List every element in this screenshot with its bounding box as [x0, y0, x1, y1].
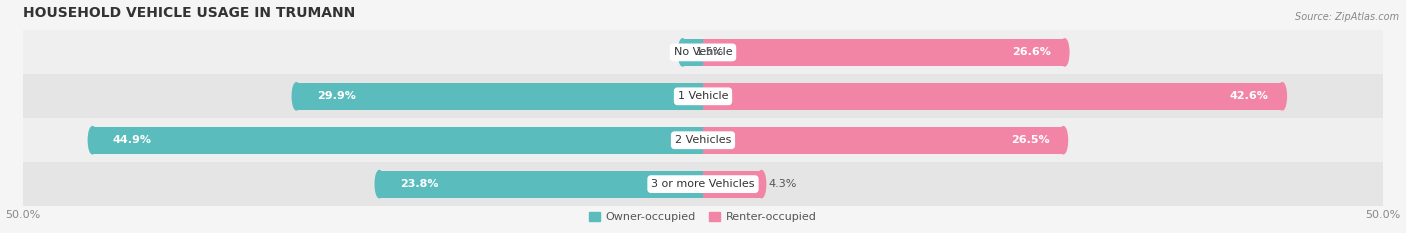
- Text: HOUSEHOLD VEHICLE USAGE IN TRUMANN: HOUSEHOLD VEHICLE USAGE IN TRUMANN: [22, 6, 356, 20]
- Bar: [297, 83, 703, 110]
- Text: 1.5%: 1.5%: [696, 47, 724, 57]
- Text: Source: ZipAtlas.com: Source: ZipAtlas.com: [1295, 12, 1399, 22]
- Circle shape: [678, 39, 686, 66]
- Bar: [703, 127, 1063, 154]
- Bar: [703, 171, 762, 198]
- Bar: [22, 118, 1384, 162]
- Text: 1 Vehicle: 1 Vehicle: [678, 91, 728, 101]
- Circle shape: [1059, 127, 1067, 154]
- Circle shape: [758, 171, 766, 198]
- Legend: Owner-occupied, Renter-occupied: Owner-occupied, Renter-occupied: [585, 208, 821, 227]
- Bar: [22, 74, 1384, 118]
- Bar: [22, 31, 1384, 74]
- Circle shape: [375, 171, 384, 198]
- Text: 2 Vehicles: 2 Vehicles: [675, 135, 731, 145]
- Bar: [380, 171, 703, 198]
- Text: 4.3%: 4.3%: [768, 179, 797, 189]
- Text: 26.5%: 26.5%: [1011, 135, 1050, 145]
- Circle shape: [1060, 39, 1069, 66]
- Text: 44.9%: 44.9%: [112, 135, 152, 145]
- Text: 42.6%: 42.6%: [1230, 91, 1268, 101]
- Bar: [22, 162, 1384, 206]
- Circle shape: [1278, 83, 1286, 110]
- Text: 26.6%: 26.6%: [1012, 47, 1052, 57]
- Text: 23.8%: 23.8%: [399, 179, 439, 189]
- Text: No Vehicle: No Vehicle: [673, 47, 733, 57]
- Bar: [93, 127, 703, 154]
- Circle shape: [292, 83, 301, 110]
- Bar: [703, 83, 1282, 110]
- Bar: [703, 39, 1064, 66]
- Text: 3 or more Vehicles: 3 or more Vehicles: [651, 179, 755, 189]
- Bar: [682, 39, 703, 66]
- Text: 29.9%: 29.9%: [316, 91, 356, 101]
- Circle shape: [89, 127, 97, 154]
